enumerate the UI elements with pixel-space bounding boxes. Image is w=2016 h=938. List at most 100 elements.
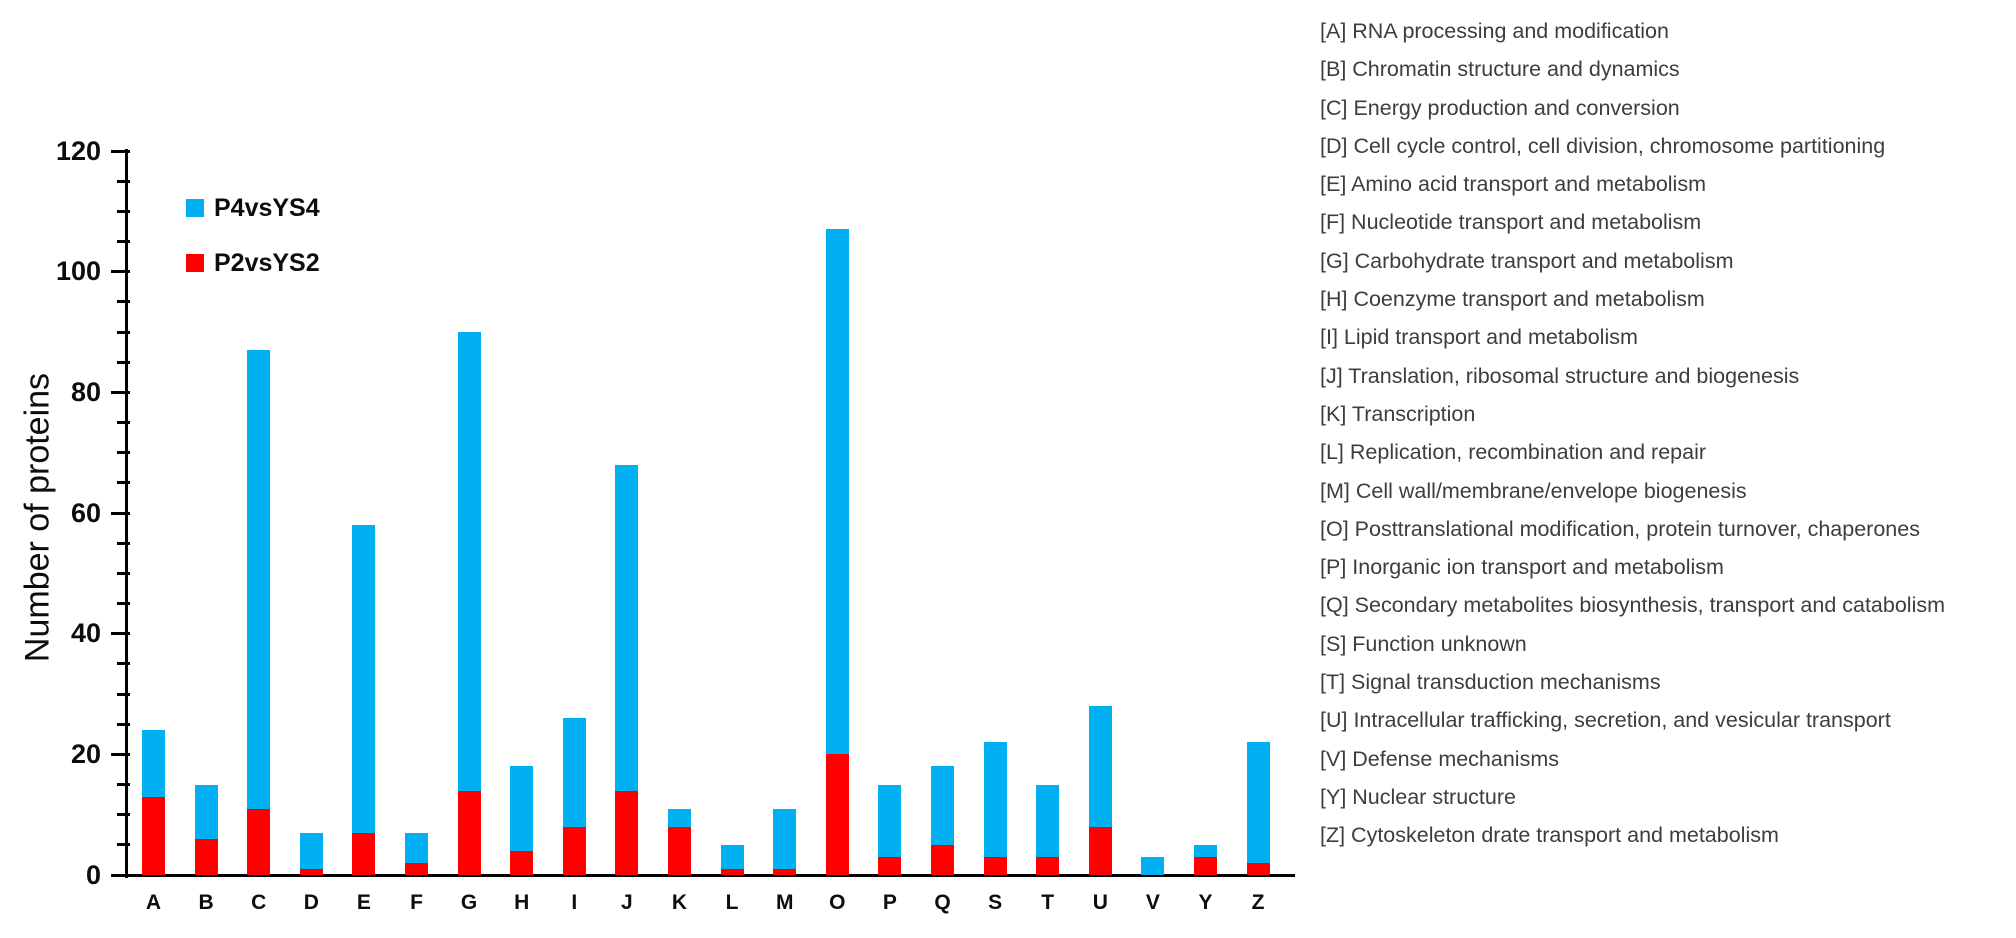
y-minor-tick — [117, 300, 130, 304]
cog-list-item: [M] Cell wall/membrane/envelope biogenes… — [1320, 478, 1747, 503]
bar-D-segment-p4vsys4 — [299, 832, 323, 869]
x-category-label-V: V — [1145, 891, 1160, 914]
legend-swatch-p4vsys4-icon — [186, 199, 204, 217]
x-category-label-T: T — [1041, 891, 1055, 914]
legend-label-p2vsys2: P2vsYS2 — [214, 249, 320, 277]
y-tick-label: 80 — [70, 376, 101, 407]
bar-J-segment-p4vsys4 — [615, 464, 639, 791]
y-minor-tick — [117, 602, 130, 605]
x-category-label-E: E — [356, 891, 371, 914]
bar-C-segment-p4vsys4 — [247, 350, 271, 809]
bar-G-segment-p4vsys4 — [457, 332, 481, 791]
x-category-label-J: J — [621, 891, 633, 914]
bar-F-segment-p4vsys4 — [405, 832, 428, 863]
y-minor-tick — [117, 360, 130, 364]
x-category-label-B: B — [198, 891, 214, 914]
cog-list-item: [L] Replication, recombination and repai… — [1320, 440, 1707, 465]
x-category-label-A: A — [145, 891, 162, 914]
bar-S-segment-p4vsys4 — [983, 742, 1007, 857]
bar-L-segment-p4vsys4 — [720, 844, 744, 869]
bar-U-segment-p2vsys2 — [1088, 826, 1112, 875]
cog-list-item: [U] Intracellular trafficking, secretion… — [1320, 708, 1891, 733]
y-minor-tick — [117, 541, 130, 545]
bar-P-segment-p4vsys4 — [878, 784, 902, 857]
bar-F-segment-p2vsys2 — [405, 862, 428, 875]
y-minor-tick — [117, 843, 130, 847]
x-category-label-H: H — [514, 891, 530, 914]
y-minor-tick — [117, 783, 130, 786]
bar-T-segment-p4vsys4 — [1036, 784, 1060, 857]
y-major-tick — [111, 873, 130, 877]
legend-swatch-p2vsys2-icon — [186, 254, 204, 272]
y-minor-tick — [117, 481, 130, 485]
bar-A-segment-p4vsys4 — [142, 730, 165, 797]
bar-M-segment-p4vsys4 — [773, 808, 797, 869]
bar-V-segment-p4vsys4 — [1141, 856, 1165, 875]
y-minor-tick — [117, 240, 130, 243]
bar-K-segment-p2vsys2 — [668, 826, 691, 875]
y-major-tick — [111, 511, 130, 515]
y-major-tick — [111, 390, 130, 394]
y-minor-tick — [117, 451, 130, 455]
y-major-tick — [111, 149, 130, 153]
bar-I-segment-p4vsys4 — [562, 718, 586, 827]
legend-item-p4vsys4: P4vsYS4 — [186, 194, 320, 222]
cog-list-item: [E] Amino acid transport and metabolism — [1320, 172, 1706, 197]
x-category-label-G: G — [460, 891, 478, 914]
x-category-label-F: F — [410, 891, 423, 914]
bar-K-segment-p4vsys4 — [668, 808, 691, 827]
cog-list-item: [O] Posttranslational modification, prot… — [1320, 516, 1920, 541]
bar-H-segment-p4vsys4 — [510, 766, 534, 851]
cog-list-item: [H] Coenzyme transport and metabolism — [1320, 287, 1705, 312]
x-category-label-U: U — [1092, 891, 1108, 914]
cog-list-item: [P] Inorganic ion transport and metaboli… — [1320, 555, 1724, 580]
cog-category-list: [A] RNA processing and modification [B] C… — [1320, 12, 2010, 855]
x-category-label-Y: Y — [1198, 891, 1213, 914]
bar-Q-segment-p4vsys4 — [931, 766, 954, 845]
x-category-label-I: I — [571, 891, 578, 914]
bar-I-segment-p2vsys2 — [562, 826, 586, 875]
bar-B-segment-p2vsys2 — [194, 838, 218, 875]
bar-B-segment-p4vsys4 — [194, 784, 218, 839]
cog-list-item: [G] Carbohydrate transport and metabolis… — [1320, 248, 1734, 273]
bar-Y-segment-p2vsys2 — [1194, 856, 1217, 875]
cog-list-item: [I] Lipid transport and metabolism — [1320, 325, 1638, 350]
bar-H-segment-p2vsys2 — [510, 850, 534, 875]
y-tick-label: 40 — [70, 618, 101, 649]
bar-Y-segment-p4vsys4 — [1194, 844, 1217, 857]
x-category-label-P: P — [882, 891, 897, 914]
legend-item-p2vsys2: P2vsYS2 — [186, 249, 320, 277]
bar-P-segment-p2vsys2 — [878, 856, 902, 875]
bar-D-segment-p2vsys2 — [299, 868, 323, 875]
y-minor-tick — [117, 421, 130, 424]
bar-G-segment-p2vsys2 — [457, 790, 481, 875]
cog-list-item: [C] Energy production and conversion — [1320, 95, 1680, 120]
cog-list-item: [T] Signal transduction mechanisms — [1320, 670, 1661, 695]
cog-list-item: [J] Translation, ribosomal structure and… — [1320, 363, 1800, 388]
cog-list-item: [F] Nucleotide transport and metabolism — [1320, 210, 1702, 235]
cog-list-item: [Z] Cytoskeleton drate transport and met… — [1320, 823, 1779, 848]
x-category-label-Z: Z — [1251, 891, 1265, 914]
y-major-tick — [111, 752, 130, 756]
y-tick-label: 120 — [55, 135, 101, 166]
bar-E-segment-p4vsys4 — [352, 525, 376, 833]
bar-Q-segment-p2vsys2 — [931, 844, 954, 875]
cog-list-item: [B] Chromatin structure and dynamics — [1320, 57, 1680, 82]
x-category-label-S: S — [988, 891, 1003, 914]
x-axis-line — [125, 874, 1295, 877]
bar-L-segment-p2vsys2 — [720, 868, 744, 875]
legend-label-p4vsys4: P4vsYS4 — [214, 194, 320, 222]
y-tick-label: 60 — [70, 497, 101, 528]
cog-list-item: [Q] Secondary metabolites biosynthesis, … — [1320, 593, 1946, 618]
bar-E-segment-p2vsys2 — [352, 832, 376, 875]
y-minor-tick — [117, 330, 130, 334]
y-tick-label: 100 — [55, 256, 101, 287]
y-minor-tick — [117, 662, 130, 666]
bar-Z-segment-p4vsys4 — [1246, 742, 1270, 863]
y-minor-tick — [117, 692, 130, 696]
x-category-label-M: M — [775, 891, 794, 914]
y-minor-tick — [117, 722, 130, 726]
cog-list-item: [V] Defense mechanisms — [1320, 746, 1559, 771]
bar-J-segment-p2vsys2 — [615, 790, 639, 875]
